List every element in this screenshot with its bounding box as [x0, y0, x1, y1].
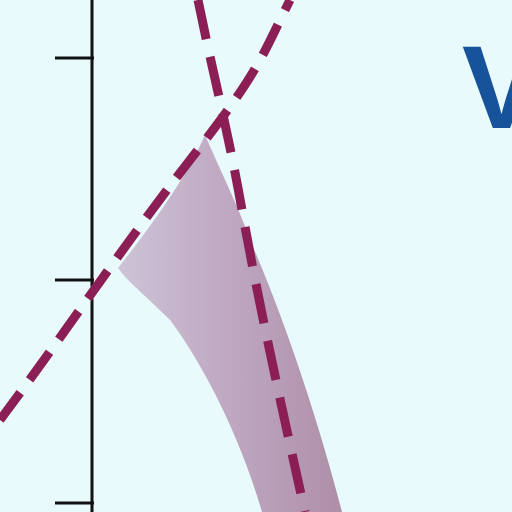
- series-line-rising: [0, 0, 295, 423]
- partial-label: V: [462, 22, 512, 154]
- series-line-falling: [193, 0, 310, 512]
- shaded-band: [118, 135, 342, 512]
